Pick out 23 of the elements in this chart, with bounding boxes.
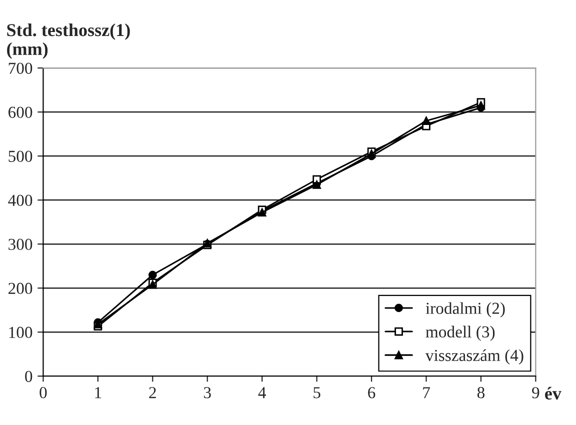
x-tick-label: 7 (423, 387, 430, 398)
x-tick-label: 6 (368, 387, 376, 398)
y-tick-label: 100 (9, 326, 32, 338)
y-tick-label: 500 (8, 150, 32, 162)
y-axis-title: Std. testhossz(1) (mm) (7, 24, 130, 59)
legend-label: visszaszám (4) (425, 349, 524, 364)
legend-label: modell (3) (426, 326, 495, 341)
legend-label: irodalmi (2) (426, 302, 505, 318)
x-tick-label: 5 (314, 387, 320, 398)
x-tick-label: 2 (149, 387, 156, 398)
y-tick-label: 300 (8, 238, 32, 250)
x-tick-label: 1 (95, 387, 102, 398)
x-axis-title: év (545, 386, 562, 400)
x-tick-label: 9 (532, 387, 540, 398)
x-tick-label: 3 (204, 387, 211, 398)
x-tick-label: 4 (258, 387, 266, 398)
y-tick-label: 700 (8, 62, 32, 74)
y-tick-label: 0 (25, 370, 32, 382)
y-tick-label: 600 (8, 106, 32, 118)
x-tick-label: 0 (40, 387, 47, 398)
y-tick-label: 400 (8, 194, 32, 206)
x-tick-label: 8 (477, 387, 484, 398)
y-tick-label: 200 (8, 282, 32, 294)
